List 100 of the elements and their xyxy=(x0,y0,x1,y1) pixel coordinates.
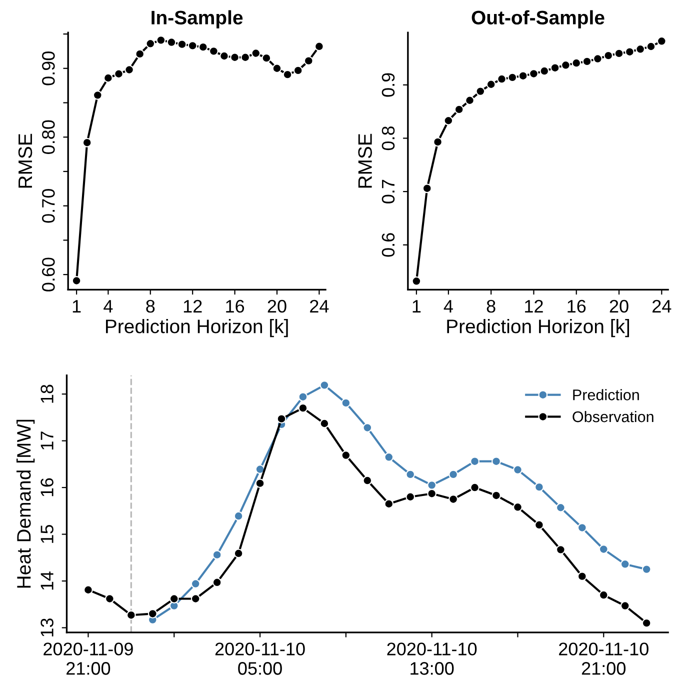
point xyxy=(577,572,587,582)
x-axis-title: Prediction Horizon [k] xyxy=(447,319,630,338)
point xyxy=(293,66,303,76)
point xyxy=(156,35,166,45)
x-tick-label: 8 xyxy=(146,300,155,313)
point xyxy=(148,608,158,618)
y-tick-label: 0.6 xyxy=(382,233,395,257)
point xyxy=(577,522,587,532)
point xyxy=(624,47,634,57)
point xyxy=(427,480,437,490)
point xyxy=(188,40,198,50)
point xyxy=(582,56,592,66)
y-tick-label: 16 xyxy=(40,478,54,496)
y-tick-label: 0.7 xyxy=(382,180,395,204)
point xyxy=(614,48,624,58)
point xyxy=(642,564,652,574)
chart-title: In-Sample xyxy=(152,10,243,28)
point xyxy=(208,46,218,56)
y-tick-label: 17 xyxy=(40,432,54,450)
x-tick-label: 24 xyxy=(652,300,672,312)
point xyxy=(220,51,229,61)
point xyxy=(656,36,666,46)
point xyxy=(190,594,200,604)
point xyxy=(276,414,286,424)
point xyxy=(406,492,416,502)
y-tick-label: 15 xyxy=(40,524,54,543)
point xyxy=(135,49,145,59)
point xyxy=(212,578,222,588)
point xyxy=(540,66,550,76)
x-tick-label: 4 xyxy=(104,300,113,312)
point xyxy=(255,464,265,474)
point xyxy=(444,116,454,126)
point xyxy=(492,456,501,466)
point xyxy=(620,601,630,610)
x-tick-label: 2020-11-10 05:00 xyxy=(215,642,305,675)
point xyxy=(642,618,652,628)
point xyxy=(384,452,394,462)
point xyxy=(454,104,464,114)
x-tick-label: 8 xyxy=(486,300,496,313)
y-tick-label: 0.9 xyxy=(382,73,395,97)
point xyxy=(234,511,244,521)
point xyxy=(282,70,292,80)
point xyxy=(406,470,416,480)
point xyxy=(486,80,496,90)
point xyxy=(470,482,480,492)
point xyxy=(190,579,200,589)
point xyxy=(124,65,134,74)
point xyxy=(298,392,308,402)
x-tick-label: 2020-11-10 21:00 xyxy=(559,642,648,675)
x-tick-label: 24 xyxy=(310,300,329,312)
point xyxy=(298,403,308,413)
y-axis-title: RMSE xyxy=(358,134,372,188)
point xyxy=(234,548,244,558)
legend-label: Observation xyxy=(572,410,654,422)
point xyxy=(304,56,314,66)
point xyxy=(508,72,518,82)
point xyxy=(497,74,506,84)
point xyxy=(362,422,372,432)
point xyxy=(470,456,480,466)
x-tick-label: 2020-11-10 13:00 xyxy=(387,642,477,675)
point xyxy=(560,60,570,70)
y-tick-label: 0.70 xyxy=(42,188,55,223)
x-tick-label: 12 xyxy=(525,300,543,312)
point xyxy=(262,53,272,63)
point xyxy=(448,470,458,480)
point xyxy=(198,42,208,52)
x-tick-label: 20 xyxy=(610,300,628,313)
point xyxy=(126,610,136,620)
point xyxy=(465,96,474,106)
point xyxy=(92,90,102,100)
x-tick-label: 1 xyxy=(72,300,81,312)
point xyxy=(598,544,608,554)
x-tick-label: 2020-11-09 21:00 xyxy=(44,642,133,675)
point xyxy=(433,137,442,147)
point xyxy=(72,276,82,286)
y-tick-label: 0.8 xyxy=(382,126,395,150)
point xyxy=(103,73,113,83)
point xyxy=(448,494,458,504)
point xyxy=(320,418,330,428)
point xyxy=(255,478,265,488)
point xyxy=(82,138,92,148)
y-tick-label: 0.60 xyxy=(42,258,55,292)
point xyxy=(83,585,93,595)
point xyxy=(636,44,646,54)
y-tick-label: 18 xyxy=(40,384,54,403)
x-tick-label: 4 xyxy=(444,300,453,312)
y-tick-label: 0.90 xyxy=(42,52,55,86)
point xyxy=(604,50,614,60)
point xyxy=(212,550,222,560)
point xyxy=(550,63,560,73)
y-axis-title: Heat Demand [MW] xyxy=(16,420,35,588)
point xyxy=(240,52,250,62)
point xyxy=(572,58,582,68)
point xyxy=(646,42,656,52)
point xyxy=(592,54,602,64)
point xyxy=(476,86,486,96)
y-tick-label: 14 xyxy=(40,571,54,590)
chart-title: Out-of-Sample xyxy=(472,10,604,28)
x-tick-label: 20 xyxy=(268,300,286,313)
point xyxy=(513,502,522,512)
